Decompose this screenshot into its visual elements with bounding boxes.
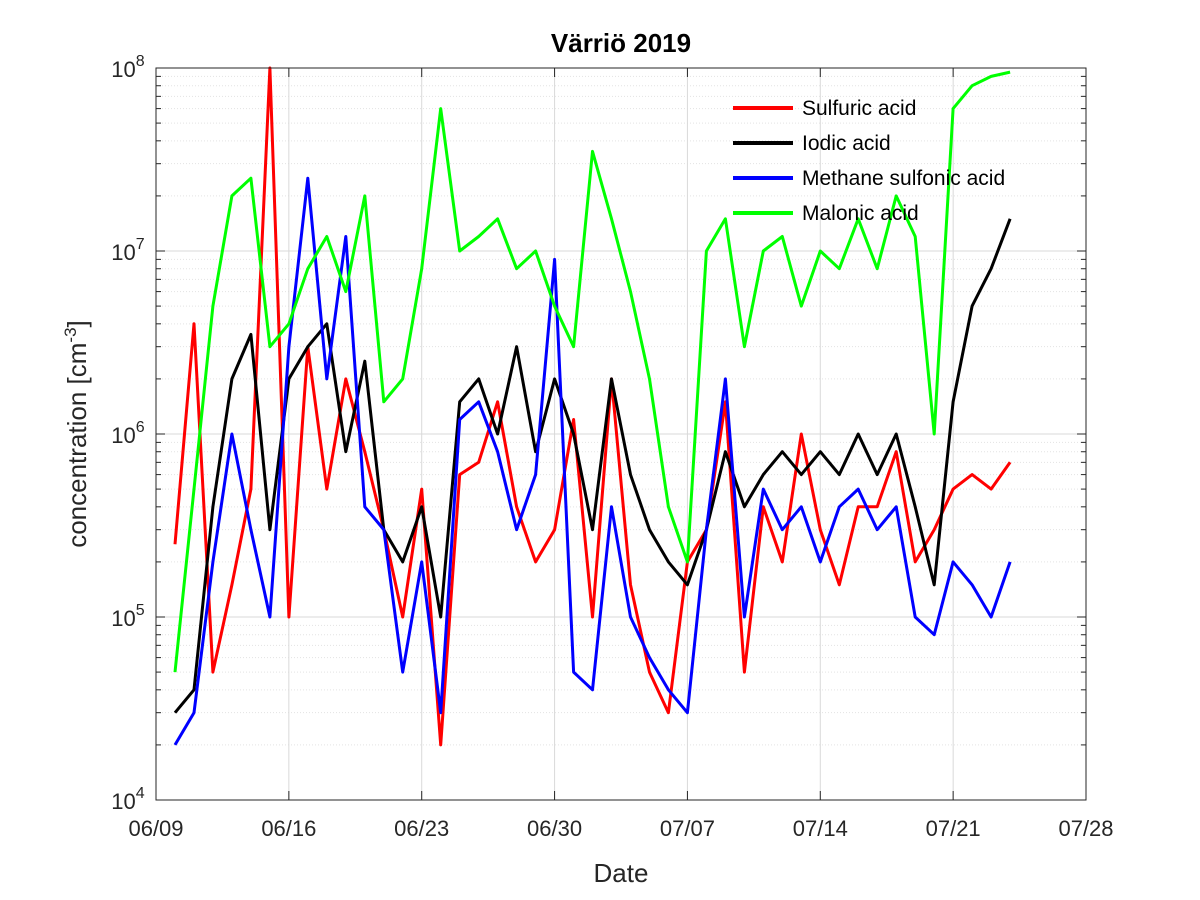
y-axis-title: concentration [cm-3]	[61, 320, 92, 548]
y-axis-title-main: concentration [cm	[62, 343, 92, 548]
legend-label: Methane sulfonic acid	[802, 167, 1005, 190]
y-tick-label: 105	[111, 602, 144, 631]
x-tick-label: 07/21	[926, 816, 981, 841]
x-tick-label: 07/14	[793, 816, 848, 841]
legend-label: Malonic acid	[802, 202, 919, 225]
legend-label: Iodic acid	[802, 132, 891, 155]
series-line-sulfuric-acid	[173, 66, 1012, 747]
y-tick-label-exponent: 6	[136, 419, 145, 436]
legend-label: Sulfuric acid	[802, 97, 916, 120]
y-tick-label: 108	[111, 53, 144, 82]
y-tick-label-base: 10	[111, 789, 135, 814]
y-tick-label-exponent: 5	[136, 602, 145, 619]
y-tick-label-base: 10	[111, 240, 135, 265]
series-line-iodic-acid	[173, 218, 1012, 714]
y-tick-label-base: 10	[111, 57, 135, 82]
x-tick-label: 06/23	[394, 816, 449, 841]
y-tick-label-exponent: 8	[136, 53, 145, 70]
y-tick-label: 104	[111, 785, 144, 814]
x-tick-label: 06/30	[527, 816, 582, 841]
y-tick-label-exponent: 4	[136, 785, 145, 802]
y-tick-label-base: 10	[111, 606, 135, 631]
legend: Sulfuric acid Iodic acid Methane sulfonic …	[733, 97, 1005, 225]
y-axis-title-end: ]	[62, 320, 92, 327]
y-axis-title-superscript: -3	[61, 327, 80, 342]
y-tick-label-exponent: 7	[136, 236, 145, 253]
x-axis-title: Date	[594, 858, 649, 888]
tick-marks	[155, 67, 1087, 801]
y-tick-label: 106	[111, 419, 144, 448]
y-tick-label-base: 10	[111, 423, 135, 448]
series-line-malonic-acid	[173, 70, 1011, 673]
x-tick-labels: 06/09 06/16 06/23 06/30 07/07 07/14 07/21 07/28	[128, 816, 1113, 841]
chart-title: Värriö 2019	[551, 28, 691, 58]
x-tick-label: 06/16	[261, 816, 316, 841]
x-tick-label: 07/07	[660, 816, 715, 841]
x-tick-label: 07/28	[1058, 816, 1113, 841]
series-line-methane-sulfonic-acid	[173, 176, 1012, 746]
x-tick-label: 06/09	[128, 816, 183, 841]
series-lines	[173, 66, 1012, 747]
y-tick-label: 107	[111, 236, 144, 265]
